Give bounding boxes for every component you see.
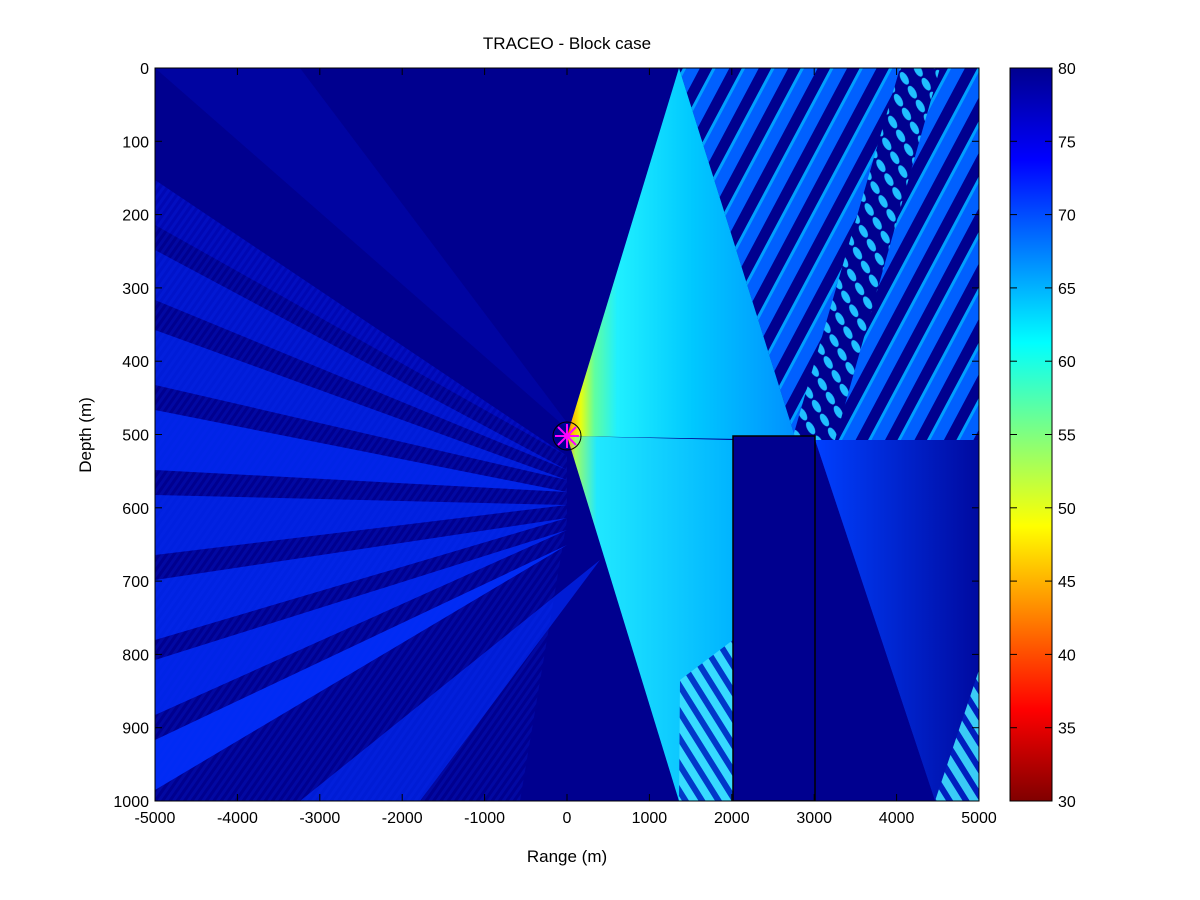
y-tick-label: 800 xyxy=(122,647,149,664)
block-obstacle xyxy=(732,435,816,801)
x-tick-label: -2000 xyxy=(382,810,423,827)
y-tick-label: 900 xyxy=(122,721,149,738)
x-tick-label: 1000 xyxy=(632,810,668,827)
x-tick-label: 0 xyxy=(563,810,572,827)
colorbar-tick-label: 70 xyxy=(1058,208,1076,225)
heatmap-field xyxy=(155,68,979,801)
colorbar-tick-label: 55 xyxy=(1058,428,1076,445)
x-tick-label: 5000 xyxy=(961,810,997,827)
x-axis-ticks: -5000 -4000 -3000 -2000 -1000 0 1000 2000 3000 40… xyxy=(135,68,997,827)
colorbar-tick-label: 30 xyxy=(1058,794,1076,811)
x-tick-label: -1000 xyxy=(464,810,505,827)
y-tick-label: 500 xyxy=(122,428,149,445)
y-tick-label: 700 xyxy=(122,574,149,591)
colorbar-tick-label: 45 xyxy=(1058,574,1076,591)
block-side-field xyxy=(815,440,935,801)
y-tick-label: 0 xyxy=(140,61,149,78)
y-tick-label: 100 xyxy=(122,134,149,151)
y-tick-label: 400 xyxy=(122,354,149,371)
x-tick-label: -4000 xyxy=(217,810,258,827)
x-tick-label: -5000 xyxy=(135,810,176,827)
colorbar-tick-label: 80 xyxy=(1058,61,1076,78)
colorbar-tick-label: 50 xyxy=(1058,501,1076,518)
x-axis-label: Range (m) xyxy=(527,847,607,866)
x-tick-label: -3000 xyxy=(299,810,340,827)
y-tick-label: 200 xyxy=(122,208,149,225)
colorbar-ticks: 30 35 40 45 50 55 60 65 70 75 80 xyxy=(1010,61,1076,811)
source-marker xyxy=(552,421,582,451)
reflected-beams-left xyxy=(155,68,600,801)
colorbar-tick-label: 65 xyxy=(1058,281,1076,298)
x-tick-label: 3000 xyxy=(796,810,832,827)
y-tick-label: 600 xyxy=(122,501,149,518)
y-tick-label: 1000 xyxy=(113,794,149,811)
direct-path-cone xyxy=(567,68,796,440)
downward-cone-fringes xyxy=(679,640,733,801)
colorbar-tick-label: 60 xyxy=(1058,354,1076,371)
colorbar-tick-label: 35 xyxy=(1058,721,1076,738)
colorbar-tick-label: 40 xyxy=(1058,647,1076,664)
colorbar-tick-label: 75 xyxy=(1058,134,1076,151)
diagonal-interference-band xyxy=(792,68,940,440)
y-tick-label: 300 xyxy=(122,281,149,298)
chart-title: TRACEO - Block case xyxy=(483,34,651,53)
colorbar: 30 35 40 45 50 55 60 65 70 75 80 xyxy=(1009,61,1076,811)
right-edge-fringes xyxy=(935,670,979,801)
y-axis-label: Depth (m) xyxy=(76,397,95,473)
y-axis-ticks: 0 100 200 300 400 500 600 700 800 900 1000 xyxy=(113,61,979,811)
x-tick-label: 2000 xyxy=(714,810,750,827)
x-tick-label: 4000 xyxy=(879,810,915,827)
block-shadow-field xyxy=(815,440,979,801)
